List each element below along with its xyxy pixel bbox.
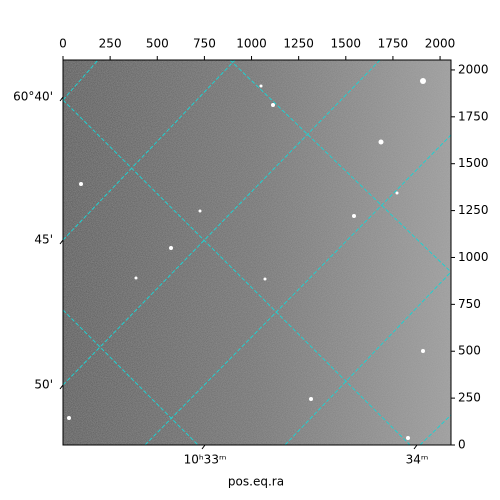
wcs-grid bbox=[62, 59, 452, 446]
dec-tick-label: 45' bbox=[34, 233, 53, 247]
y-tick-label: 1500 bbox=[458, 156, 489, 170]
x-tick-label: 1250 bbox=[283, 37, 314, 51]
x-tick-label: 500 bbox=[146, 37, 169, 51]
ra-tick-label: 10ʰ33ᵐ bbox=[184, 453, 227, 467]
ra-tick bbox=[413, 444, 418, 450]
dec-tick bbox=[59, 384, 64, 390]
y-tick-label: 0 bbox=[458, 438, 466, 452]
dec-tick-label: 50' bbox=[34, 378, 53, 392]
y-tick-label: 750 bbox=[458, 297, 481, 311]
x-tick-label: 2000 bbox=[425, 37, 456, 51]
ra-tick bbox=[201, 444, 206, 450]
y-tick-label: 1250 bbox=[458, 203, 489, 217]
x-axis-label: pos.eq.ra bbox=[228, 475, 284, 489]
dec-tick bbox=[59, 96, 64, 102]
y-tick-label: 1000 bbox=[458, 250, 489, 264]
x-tick-label: 1000 bbox=[236, 37, 267, 51]
y-tick-label: 1750 bbox=[458, 109, 489, 123]
ra-tick-label: 34ᵐ bbox=[406, 453, 429, 467]
plot-frame bbox=[62, 59, 452, 446]
x-tick-label: 1750 bbox=[378, 37, 409, 51]
x-tick-label: 1500 bbox=[331, 37, 362, 51]
y-tick-label: 500 bbox=[458, 344, 481, 358]
dec-tick bbox=[59, 239, 64, 245]
y-tick-label: 2000 bbox=[458, 62, 489, 76]
y-tick-label: 250 bbox=[458, 391, 481, 405]
x-tick-label: 250 bbox=[99, 37, 122, 51]
x-tick-label: 0 bbox=[59, 37, 67, 51]
dec-tick-label: 60°40' bbox=[13, 90, 53, 104]
sky-image bbox=[63, 60, 451, 445]
x-tick-label: 750 bbox=[193, 37, 216, 51]
